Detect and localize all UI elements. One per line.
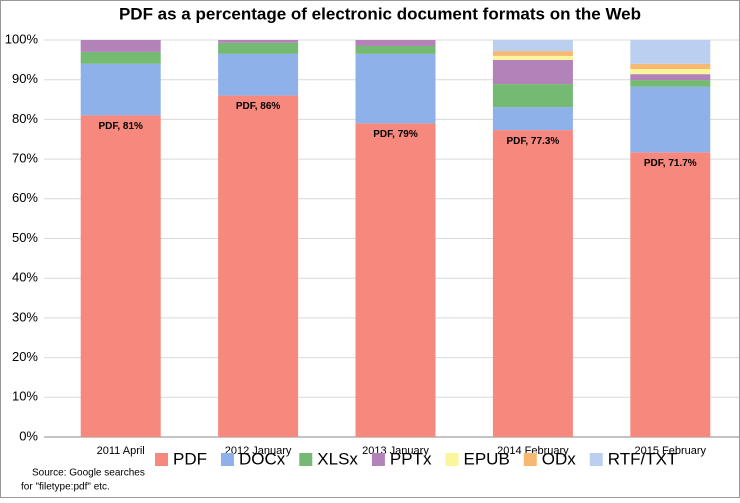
data-label: PDF, 79% [373,129,418,140]
bar-segment [630,63,711,69]
bar-segment [355,53,436,124]
legend-label: DOCx [239,449,286,468]
y-tick-label: 10% [12,389,38,404]
legend-swatch [221,453,234,466]
bar-segment [218,40,299,43]
bar-segment [218,95,299,437]
data-label: PDF, 81% [98,121,143,132]
bar-segment [80,40,161,52]
x-tick-label: 2014 February [497,445,569,457]
y-tick-label: 80% [12,111,38,126]
bar-segment [492,59,573,85]
chart-title: PDF as a percentage of electronic docume… [119,4,641,23]
y-tick-label: 90% [12,71,38,86]
x-tick-label: 2012 January [225,445,292,457]
legend-swatch [299,453,313,466]
bar-segment [355,40,436,46]
bar-segment [80,51,161,64]
bar-segment [492,40,573,52]
bar-segment [80,115,161,438]
legend-swatch [589,453,603,466]
data-label: PDF, 77.3% [506,136,559,147]
legend-swatch [371,453,385,466]
y-tick-label: 40% [12,270,38,285]
legend-label: ODx [542,449,577,468]
bar-segment [630,152,711,437]
legend-label: PDF [173,449,207,468]
legend-label: RTF/TXT [608,449,678,468]
y-tick-label: 50% [12,230,38,245]
bar-segment [492,84,573,108]
bar-segment [355,123,436,438]
legend-swatch [523,453,537,466]
bar-segment [630,40,711,64]
bar-segment [492,55,573,60]
bar-segment [630,86,711,153]
data-label: PDF, 86% [236,101,281,112]
bar-segment [630,80,711,87]
legend-label: EPUB [463,449,509,468]
bar-segment [492,130,573,437]
bar-segment [492,51,573,56]
y-tick-label: 100% [5,31,39,46]
y-tick-label: 60% [12,190,38,205]
bar-segment [218,53,299,96]
x-tick-label: 2011 April [97,445,145,457]
y-tick-label: 20% [12,349,38,364]
x-tick-label: 2015 February [635,445,707,457]
bar-segment [630,68,711,75]
legend-swatch [155,453,168,466]
bar-segment [630,74,711,81]
source-note: for "filetype:pdf" etc. [21,482,110,493]
bar-segment [492,107,573,131]
legend-label: PPTx [390,449,432,468]
source-note: Source: Google searches [32,468,145,479]
legend-label: XLSx [317,449,358,468]
legend-swatch [445,453,459,466]
bar-segment [355,45,436,54]
y-tick-label: 70% [12,151,38,166]
data-label: PDF, 71.7% [644,158,697,169]
bar-segment [218,42,299,54]
y-tick-label: 30% [12,309,38,324]
bar-segment [80,63,161,116]
y-tick-label: 0% [19,428,38,443]
